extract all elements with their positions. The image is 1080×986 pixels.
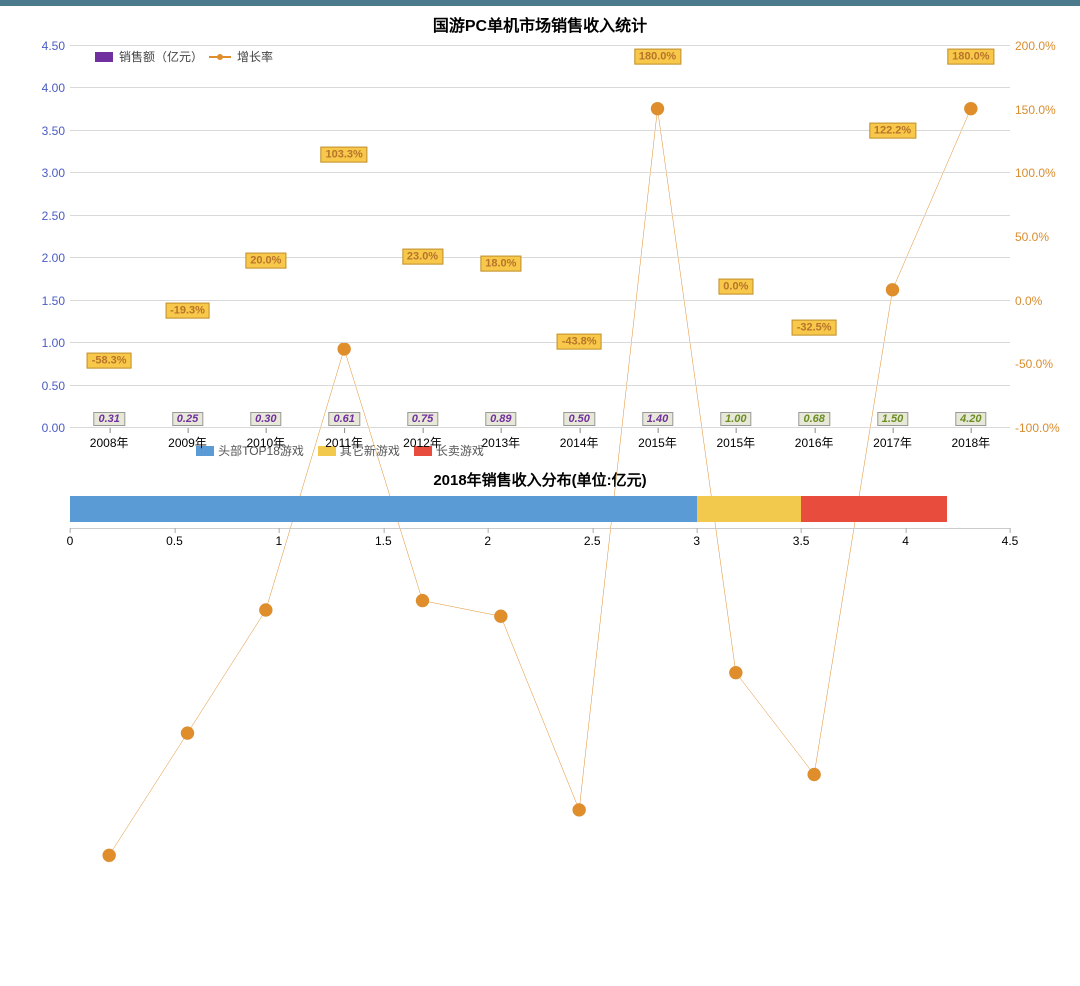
gridline xyxy=(70,385,1010,386)
bar-value-label: 1.40 xyxy=(642,412,673,426)
sub-x-tick: 2 xyxy=(484,534,491,548)
growth-label: 18.0% xyxy=(480,255,521,271)
gridline xyxy=(70,300,1010,301)
sub-x-tick: 0.5 xyxy=(166,534,183,548)
y1-tick-label: 3.50 xyxy=(25,124,65,138)
x-tick-label: 2013年 xyxy=(481,428,520,451)
bar-value-label: 0.50 xyxy=(563,412,594,426)
x-tick-label: 2011年 xyxy=(325,428,363,451)
accent-bar xyxy=(0,0,1080,6)
sub-x-axis: 00.511.522.533.544.5 xyxy=(70,528,1010,558)
sub-x-tick: 3.5 xyxy=(793,534,810,548)
sub-x-tick: 0 xyxy=(67,534,74,548)
x-tick-label: 2009年 xyxy=(168,428,207,451)
gridline xyxy=(70,257,1010,258)
growth-label: 180.0% xyxy=(634,49,681,65)
growth-label: 122.2% xyxy=(869,123,916,139)
y2-tick-label: -50.0% xyxy=(1015,357,1065,371)
y2-tick-label: 150.0% xyxy=(1015,103,1065,117)
gridline xyxy=(70,427,1010,428)
x-tick-label: 2015年 xyxy=(638,428,677,451)
sub-x-tick: 1 xyxy=(276,534,283,548)
sub-x-tick: 4.5 xyxy=(1002,534,1019,548)
bar-value-label: 0.61 xyxy=(328,412,359,426)
gridline xyxy=(70,172,1010,173)
y1-tick-label: 2.00 xyxy=(25,251,65,265)
y2-tick-label: 50.0% xyxy=(1015,230,1065,244)
bar-value-label: 0.68 xyxy=(798,412,829,426)
bar-value-label: 0.25 xyxy=(172,412,203,426)
y1-tick-label: 1.50 xyxy=(25,294,65,308)
y2-tick-label: 0.0% xyxy=(1015,294,1065,308)
sub-x-tick: 4 xyxy=(902,534,909,548)
growth-label: -58.3% xyxy=(87,352,132,368)
growth-label: -19.3% xyxy=(165,303,210,319)
x-tick-label: 2018年 xyxy=(951,428,990,451)
sub-x-tick: 2.5 xyxy=(584,534,601,548)
y1-tick-label: 1.00 xyxy=(25,336,65,350)
bar-value-label: 4.20 xyxy=(955,412,986,426)
y1-tick-label: 0.50 xyxy=(25,379,65,393)
y2-tick-label: 200.0% xyxy=(1015,39,1065,53)
bar-value-label: 0.75 xyxy=(407,412,438,426)
hbar-segment xyxy=(697,496,801,522)
x-tick-label: 2016年 xyxy=(795,428,834,451)
growth-label: 23.0% xyxy=(402,249,443,265)
growth-label: 0.0% xyxy=(718,278,753,294)
gridline xyxy=(70,342,1010,343)
main-chart-title: 国游PC单机市场销售收入统计 xyxy=(15,12,1065,36)
y1-tick-label: 2.50 xyxy=(25,209,65,223)
bar-value-label: 0.89 xyxy=(485,412,516,426)
y1-tick-label: 0.00 xyxy=(25,421,65,435)
bar-value-label: 0.30 xyxy=(250,412,281,426)
growth-label: 180.0% xyxy=(947,49,994,65)
y1-tick-label: 4.50 xyxy=(25,39,65,53)
hbar-segment xyxy=(801,496,947,522)
y2-tick-label: -100.0% xyxy=(1015,421,1065,435)
x-tick-label: 2017年 xyxy=(873,428,912,451)
hbar-segment xyxy=(70,496,697,522)
y2-tick-label: 100.0% xyxy=(1015,166,1065,180)
gridline xyxy=(70,215,1010,216)
x-tick-label: 2008年 xyxy=(90,428,129,451)
x-tick-label: 2015年 xyxy=(716,428,755,451)
gridline xyxy=(70,87,1010,88)
gridline xyxy=(70,45,1010,46)
growth-label: 103.3% xyxy=(321,147,368,163)
bar-value-label: 0.31 xyxy=(93,412,124,426)
y1-tick-label: 3.00 xyxy=(25,166,65,180)
sub-chart: 00.511.522.533.544.5 xyxy=(70,496,1010,558)
sub-x-tick: 1.5 xyxy=(375,534,392,548)
bar-value-label: 1.00 xyxy=(720,412,751,426)
x-tick-label: 2012年 xyxy=(403,428,442,451)
y1-tick-label: 4.00 xyxy=(25,81,65,95)
growth-label: 20.0% xyxy=(245,253,286,269)
bar-value-label: 1.50 xyxy=(877,412,908,426)
growth-label: -43.8% xyxy=(557,334,602,350)
stacked-hbar xyxy=(70,496,1010,522)
main-chart: 销售额（亿元） 增长率 0.000.501.001.502.002.503.00… xyxy=(15,38,1065,468)
plot-area: 0.000.501.001.502.002.503.003.504.004.50… xyxy=(70,46,1010,428)
growth-label: -32.5% xyxy=(792,320,837,336)
x-tick-label: 2010年 xyxy=(246,428,285,451)
sub-x-tick: 3 xyxy=(693,534,700,548)
x-tick-label: 2014年 xyxy=(560,428,599,451)
